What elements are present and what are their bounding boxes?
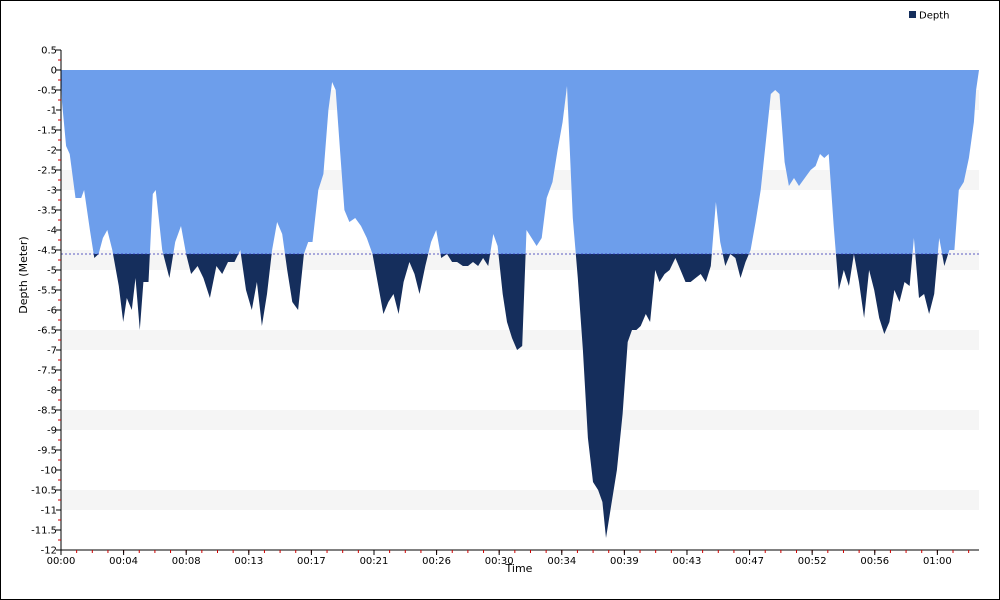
grid-band xyxy=(61,410,979,430)
x-tick-label: 00:52 xyxy=(798,556,827,567)
x-tick-label: 00:34 xyxy=(547,556,576,567)
y-tick-label: -5.5 xyxy=(37,286,57,297)
x-tick-label: 00:26 xyxy=(422,556,451,567)
y-tick-label: 0.5 xyxy=(41,46,57,57)
x-tick-label: 00:43 xyxy=(673,556,702,567)
legend-swatch xyxy=(909,11,916,18)
x-tick-label: 00:08 xyxy=(172,556,201,567)
y-tick-label: -4.5 xyxy=(37,246,57,257)
y-tick-label: -9 xyxy=(47,426,57,437)
x-tick-label: 00:30 xyxy=(485,556,514,567)
y-tick-label: -10.5 xyxy=(31,486,57,497)
legend-label: Depth xyxy=(919,11,949,22)
y-tick-label: 0 xyxy=(51,66,57,77)
x-tick-label: 00:17 xyxy=(297,556,326,567)
y-tick-label: -4 xyxy=(47,226,57,237)
y-tick-label: -2 xyxy=(47,146,57,157)
x-tick-label: 00:00 xyxy=(47,556,76,567)
x-tick-label: 01:00 xyxy=(923,556,952,567)
y-axis-label: Depth (Meter) xyxy=(17,236,30,313)
y-tick-label: -1 xyxy=(47,106,57,117)
y-tick-label: -9.5 xyxy=(37,446,57,457)
y-tick-label: -7 xyxy=(47,346,57,357)
y-tick-label: -1.5 xyxy=(37,126,57,137)
y-tick-label: -11.5 xyxy=(31,526,57,537)
depth-area-shallow xyxy=(61,70,979,254)
x-axis-label: Time xyxy=(505,562,533,575)
y-tick-label: -6.5 xyxy=(37,326,57,337)
y-tick-label: -5 xyxy=(47,266,57,277)
y-tick-label: -7.5 xyxy=(37,366,57,377)
y-tick-label: -0.5 xyxy=(37,86,57,97)
y-tick-label: -12 xyxy=(41,546,57,557)
x-tick-label: 00:21 xyxy=(360,556,389,567)
y-tick-label: -3.5 xyxy=(37,206,57,217)
x-tick-label: 00:39 xyxy=(610,556,639,567)
x-tick-label: 00:47 xyxy=(735,556,764,567)
y-tick-label: -8.5 xyxy=(37,406,57,417)
y-tick-label: -6 xyxy=(47,306,57,317)
x-tick-label: 00:13 xyxy=(234,556,263,567)
depth-area-deep xyxy=(93,254,949,538)
y-axis: 0.5 0 -0.5 -1 -1.5 -2 -2.5 -3 -3.5 -4 -4.5 -5 -5.5 -6… xyxy=(31,46,62,557)
y-tick-label: -3 xyxy=(47,186,57,197)
x-axis: 00:00 00:04 00:08 00:13 00:17 00:21 00:26 00:30… xyxy=(47,549,979,567)
y-tick-label: -10 xyxy=(41,466,57,477)
grid-band xyxy=(61,490,979,510)
x-tick-label: 00:04 xyxy=(109,556,138,567)
x-tick-label: 00:56 xyxy=(860,556,889,567)
legend[interactable]: Depth xyxy=(909,11,949,22)
y-tick-label: -2.5 xyxy=(37,166,57,177)
y-tick-label: -11 xyxy=(41,506,57,517)
y-tick-label: -8 xyxy=(47,386,57,397)
